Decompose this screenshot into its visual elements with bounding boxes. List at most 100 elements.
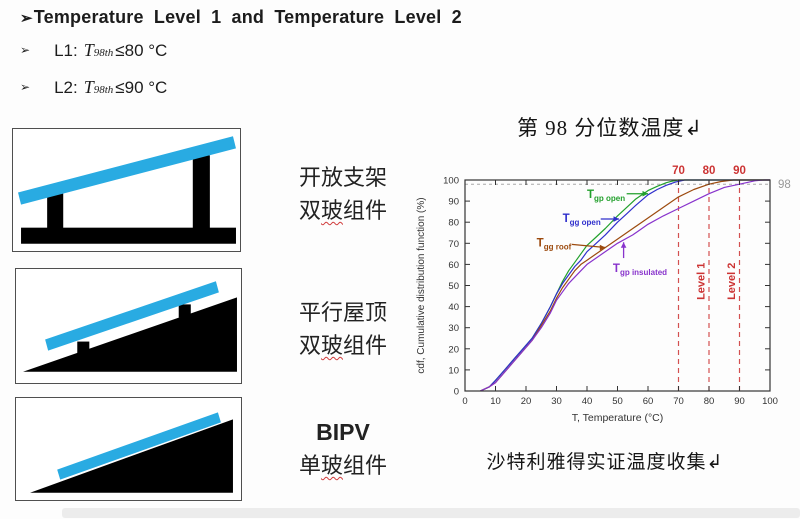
- standoff-post: [178, 304, 191, 318]
- pv-panel: [18, 136, 236, 205]
- label-part-spellcheck: 玻: [320, 198, 343, 223]
- percentile-98-label: 98: [778, 179, 791, 191]
- bullet-arrow-icon: ➢: [20, 43, 31, 57]
- threshold-top-label: 80: [703, 165, 716, 177]
- ground-bar: [21, 227, 236, 244]
- diagram-parallel-roof: [15, 268, 242, 384]
- l1-variable: T: [83, 40, 94, 60]
- x-tick-label: 90: [734, 396, 745, 407]
- label-part-spellcheck: 玻: [320, 333, 343, 358]
- label-part: 组件: [343, 333, 388, 358]
- annotation-gp-insulated: Tgp insulated: [613, 242, 667, 277]
- y-tick-label: 10: [448, 365, 459, 376]
- slide-bottom-edge: [62, 508, 800, 518]
- annotation-arrow-icon: [620, 242, 627, 248]
- pv-panel: [57, 412, 221, 480]
- x-tick-label: 20: [521, 396, 532, 407]
- label-line1: 平行屋顶: [298, 300, 387, 325]
- x-tick-label: 40: [582, 396, 593, 407]
- label-line2: 双玻组件: [268, 329, 418, 362]
- plot-frame: [464, 179, 771, 392]
- parallel-roof-drawing: [23, 281, 237, 372]
- annotation-gg-roof: Tgg roof: [537, 237, 606, 251]
- y-tick-label: 20: [448, 344, 459, 355]
- l1-condition: ≤80 °C: [115, 41, 168, 60]
- l2-label: L2:: [54, 78, 78, 97]
- l2-variable: T: [83, 77, 94, 97]
- svg-text:Tgp insulated: Tgp insulated: [613, 263, 667, 277]
- y-tick-label: 30: [448, 323, 459, 334]
- label-open-rack: 开放支架 双玻组件: [268, 161, 418, 227]
- annotation-arrow-icon: [642, 190, 648, 197]
- cdf-chart: 98 70 80 90 Level 1 Level 2 0 10 20 30 40 50 60 70 80 9…: [410, 160, 800, 432]
- bullet-arrow-icon: ➢: [20, 10, 33, 27]
- rack-post-tall: [192, 155, 210, 230]
- label-line1: 开放支架: [298, 165, 387, 190]
- bullet-arrow-icon: ➢: [20, 80, 31, 94]
- label-line1: BIPV: [316, 419, 370, 445]
- standoff-post: [77, 341, 90, 354]
- rack-post-short: [47, 193, 64, 230]
- x-tick-label: 10: [490, 396, 501, 407]
- slide-title-text: Temperature Level 1 and Temperature Leve…: [33, 7, 462, 27]
- svg-text:Tgg open: Tgg open: [563, 213, 601, 227]
- label-bipv: BIPV 单玻组件: [268, 416, 418, 482]
- level-label: Level 2: [726, 263, 738, 300]
- x-tick-label: 50: [612, 396, 623, 407]
- threshold-top-label: 70: [672, 165, 685, 177]
- l1-subscript: 98th: [93, 47, 114, 59]
- y-tick-label: 80: [448, 218, 459, 229]
- label-parallel-roof: 平行屋顶 双玻组件: [268, 296, 418, 362]
- y-tick-label: 0: [454, 387, 459, 398]
- svg-text:Tgp open: Tgp open: [587, 189, 625, 203]
- x-tick-label: 60: [643, 396, 654, 407]
- label-part-spellcheck: 玻: [320, 453, 343, 478]
- bipv-drawing: [30, 412, 233, 493]
- y-tick-label: 100: [443, 176, 459, 187]
- svg-text:Tgg roof: Tgg roof: [537, 237, 572, 251]
- x-tick-label: 30: [551, 396, 562, 407]
- label-part: 组件: [343, 198, 388, 223]
- y-tick-label: 60: [448, 260, 459, 271]
- bullet-l1: ➢ L1: T 98th ≤80 °C: [20, 40, 167, 61]
- chart-title: 第 98 分位数温度↲: [516, 116, 704, 140]
- annotation-gg-open: Tgg open: [563, 213, 620, 227]
- series-gg-open: [480, 179, 770, 392]
- label-part: 单: [298, 453, 321, 478]
- level-label: Level 1: [695, 263, 707, 300]
- roof-slope: [30, 419, 233, 493]
- y-tick-label: 90: [448, 197, 459, 208]
- roof-slope: [23, 297, 237, 372]
- l1-label: L1:: [54, 41, 78, 60]
- y-tick-label: 50: [448, 281, 459, 292]
- annotation-arrow-icon: [613, 216, 620, 222]
- cdf-chart-svg: 98 70 80 90 Level 1 Level 2 0 10 20 30 40 50 60 70 80 9…: [416, 165, 791, 424]
- chart-caption: 沙特利雅得实证温度收集↲: [486, 452, 724, 473]
- pv-panel: [45, 281, 219, 351]
- x-axis-title: T, Temperature (°C): [572, 412, 664, 424]
- diagram-open-rack: [12, 128, 241, 252]
- label-part: 双: [298, 333, 321, 358]
- y-tick-label: 70: [448, 239, 459, 250]
- annotation-arrow-icon: [599, 244, 606, 251]
- label-part: 组件: [343, 453, 388, 478]
- slide-title: ➢ Temperature Level 1 and Temperature Le…: [20, 7, 462, 28]
- series-gp-insulated: [480, 179, 770, 392]
- diagram-bipv: [15, 397, 242, 501]
- x-tick-label: 100: [762, 396, 778, 407]
- annotation-gp-open: Tgp open: [587, 189, 648, 203]
- y-axis-title: cdf, Cumulative distribution function (%…: [416, 197, 427, 373]
- bullet-l2: ➢ L2: T 98th ≤90 °C: [20, 77, 167, 98]
- open-rack-drawing: [18, 136, 236, 244]
- l2-subscript: 98th: [93, 84, 114, 96]
- y-tick-label: 40: [448, 302, 459, 313]
- x-tick-label: 80: [704, 396, 715, 407]
- label-line2: 单玻组件: [268, 449, 418, 482]
- x-tick-label: 0: [462, 396, 467, 407]
- label-line2: 双玻组件: [268, 194, 418, 227]
- label-part: 双: [298, 198, 321, 223]
- l2-condition: ≤90 °C: [115, 78, 168, 97]
- threshold-top-label: 90: [733, 165, 746, 177]
- x-tick-label: 70: [673, 396, 684, 407]
